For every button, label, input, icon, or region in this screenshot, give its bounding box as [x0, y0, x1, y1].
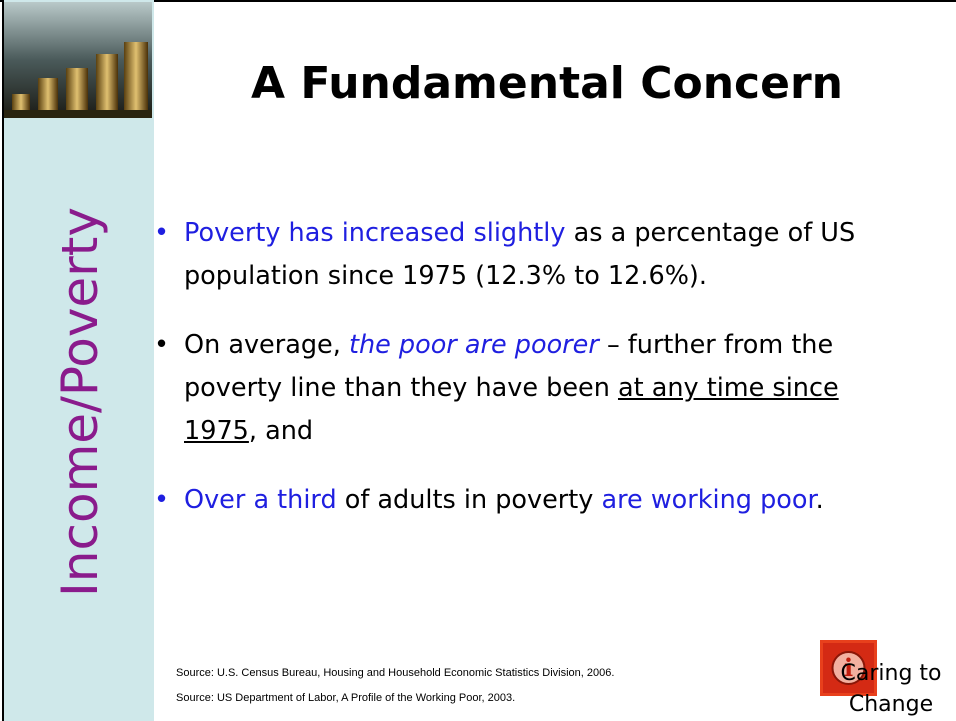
bullet-text: are working poor [601, 485, 815, 515]
bullet-text: . [816, 485, 824, 515]
bullet-text: of adults in poverty [337, 485, 602, 515]
sidebar-label: Income/Poverty [51, 207, 109, 597]
sources: Source: U.S. Census Bureau, Housing and … [176, 661, 614, 711]
source-line: Source: US Department of Labor, A Profil… [176, 686, 614, 711]
bullet: Poverty has increased slightly as a perc… [184, 212, 884, 298]
slide-frame: Income/Poverty A Fundamental Concern Pov… [0, 0, 956, 721]
logo-caption: Caring to Change [826, 658, 956, 720]
source-line: Source: U.S. Census Bureau, Housing and … [176, 661, 614, 686]
bullet-text: On average, [184, 330, 349, 360]
bullet: On average, the poor are poorer – furthe… [184, 324, 884, 453]
bullet-text: Over a third [184, 485, 337, 515]
caption-line: Caring to [826, 658, 956, 689]
bullet: Over a third of adults in poverty are wo… [184, 479, 884, 522]
bullet-list: Poverty has increased slightly as a perc… [150, 212, 884, 548]
slide-title: A Fundamental Concern [152, 58, 942, 109]
bullet-text: , and [249, 416, 313, 446]
bullet-text: Poverty has increased slightly [184, 218, 565, 248]
coin-image [4, 2, 152, 118]
slide: Income/Poverty A Fundamental Concern Pov… [0, 0, 956, 721]
bullet-text: the poor are poorer [349, 330, 599, 360]
caption-line: Change [826, 689, 956, 720]
